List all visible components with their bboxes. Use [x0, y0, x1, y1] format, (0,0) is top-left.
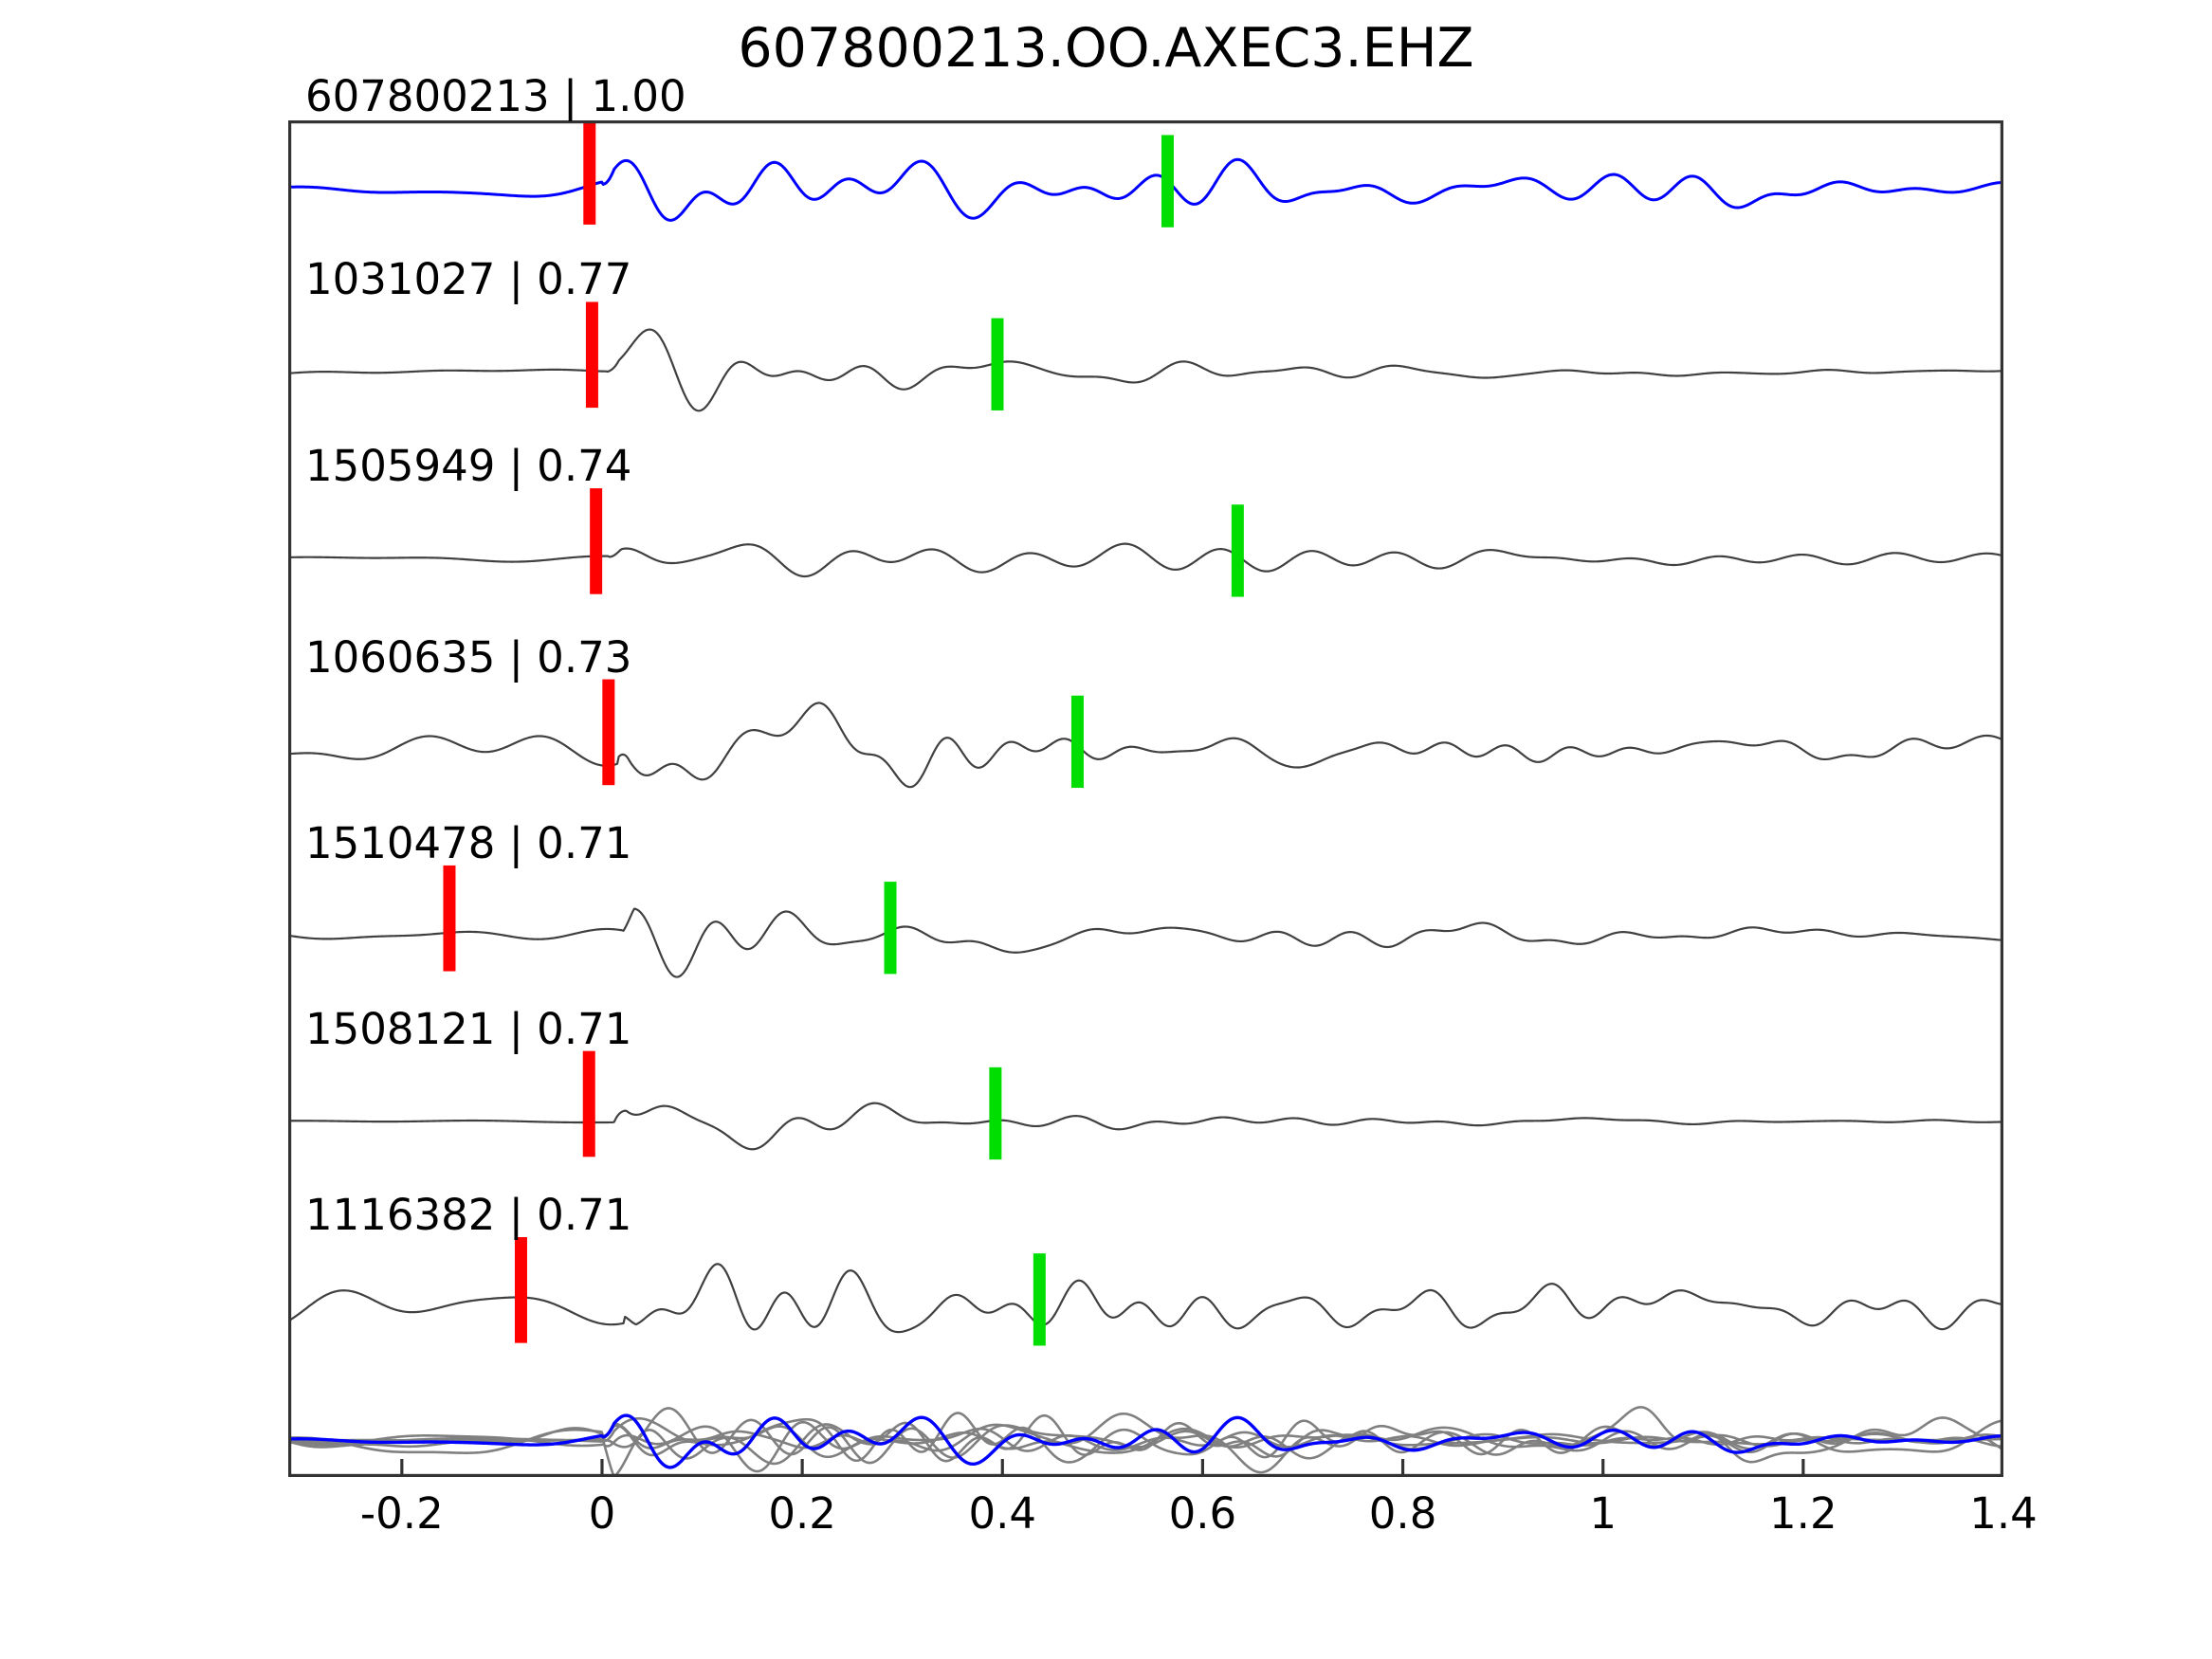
pick-marker-p [585, 301, 598, 409]
pick-marker-s [1161, 135, 1174, 228]
trace-group [288, 157, 2003, 1334]
pick-marker-s [884, 882, 897, 975]
x-tick-label: -0.2 [359, 1488, 444, 1539]
stack-overlay-trace [288, 1406, 2003, 1464]
pick-marker-p [443, 865, 456, 972]
trace-label: 1508121 | 0.71 [305, 1003, 632, 1054]
waveform-trace [288, 907, 2003, 978]
x-tick-label: 0.8 [1368, 1488, 1437, 1539]
waveform-trace [288, 1102, 2003, 1151]
x-tick-label: 1 [1589, 1488, 1618, 1539]
pick-marker-s [989, 1066, 1002, 1160]
trace-label: 1510478 | 0.71 [305, 817, 632, 868]
trace-label: 1116382 | 0.71 [305, 1189, 632, 1240]
pick-marker-s [1070, 695, 1084, 789]
waveform-canvas [288, 120, 2003, 1477]
x-tick-label: 0.4 [968, 1488, 1037, 1539]
pick-marker-p [602, 679, 615, 786]
page-title: 607800213.OO.AXEC3.EHZ [738, 17, 1474, 80]
waveform-trace [288, 1263, 2003, 1334]
axis-tick-group [400, 1459, 2003, 1476]
trace-label: 1505949 | 0.74 [305, 441, 632, 492]
waveform-trace [288, 157, 2003, 222]
trace-label: 607800213 | 1.00 [305, 71, 686, 122]
pick-marker-group [443, 120, 1244, 1346]
stack-overlay-trace [288, 1420, 2003, 1473]
x-tick-label: 1.2 [1769, 1488, 1837, 1539]
stack-template-trace [288, 1413, 2003, 1469]
x-tick-label: 1.4 [1969, 1488, 2038, 1539]
pick-marker-s [991, 318, 1004, 410]
pick-marker-p [514, 1237, 527, 1343]
waveform-trace [288, 702, 2003, 789]
plot-area: 607800213 | 1.00 1031027 | 0.77 1505949 | … [288, 71, 2003, 1477]
waveform-trace [288, 328, 2003, 412]
x-tick-label: 0 [588, 1488, 616, 1539]
pick-marker-s [1033, 1253, 1046, 1346]
waveform-trace [288, 542, 2003, 578]
plot-frame [288, 120, 2003, 1477]
stack-overlay-group [288, 1406, 2003, 1477]
x-axis-labels: -0.2 0 0.2 0.4 0.6 0.8 1 1.2 1.4 [288, 1488, 2038, 1555]
pick-marker-p [583, 120, 596, 225]
x-tick-label: 0.6 [1168, 1488, 1237, 1539]
pick-marker-p [590, 488, 603, 594]
pick-marker-s [1231, 504, 1244, 597]
pick-marker-p [582, 1050, 595, 1158]
trace-label: 1031027 | 0.77 [305, 254, 632, 305]
trace-label: 1060635 | 0.73 [305, 631, 632, 683]
x-tick-label: 0.2 [768, 1488, 836, 1539]
